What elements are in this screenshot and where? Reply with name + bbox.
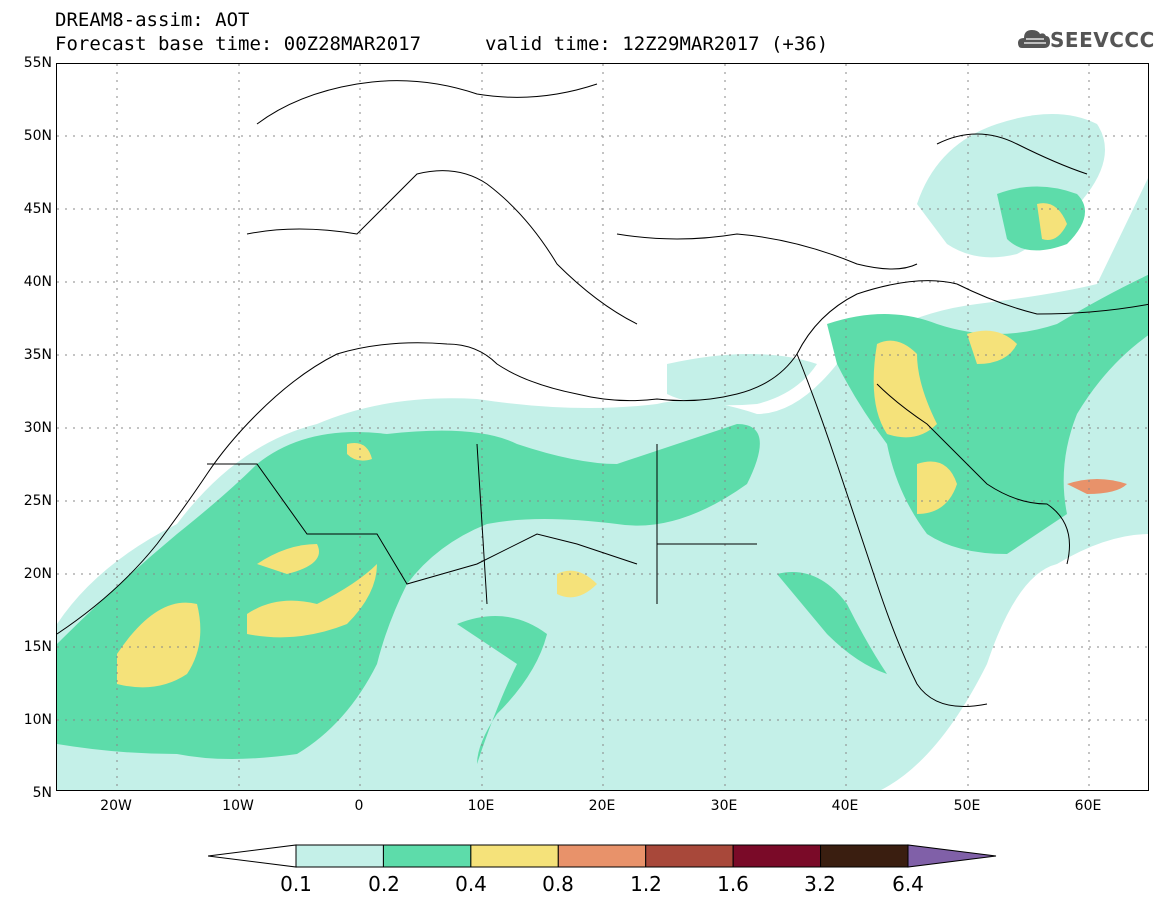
- aot-level-0.2: [57, 186, 1148, 764]
- colorbar-label: 0.2: [368, 872, 400, 896]
- aot-map: [57, 64, 1148, 790]
- aot-level-0.8: [1067, 479, 1127, 494]
- colorbar-label: 3.2: [804, 872, 836, 896]
- lat-label: 55N: [23, 55, 52, 71]
- lat-label: 25N: [23, 493, 52, 509]
- coastlines: [57, 80, 1148, 707]
- lat-label: 20N: [23, 566, 52, 582]
- lat-label: 10N: [23, 712, 52, 728]
- lon-label: 60E: [1074, 798, 1102, 814]
- colorbar-swatch: [732, 844, 822, 868]
- colorbar-swatch: [470, 844, 559, 868]
- colorbar-label: 1.6: [717, 872, 749, 896]
- colorbar-label: 1.2: [630, 872, 662, 896]
- lon-label: 10W: [222, 798, 254, 814]
- colorbar-swatch: [557, 844, 647, 868]
- colorbar-label: 0.1: [280, 872, 312, 896]
- lat-label: 45N: [23, 201, 52, 217]
- lon-label: 30E: [710, 798, 738, 814]
- colorbar-swatch: [382, 844, 472, 868]
- colorbar: [208, 844, 997, 868]
- graticule: [57, 64, 1148, 790]
- valid-time: valid time: 12Z29MAR2017 (+36): [485, 33, 829, 55]
- colorbar-swatch: [820, 844, 909, 868]
- cloud-logo-icon: [1018, 30, 1050, 48]
- colorbar-label: 0.8: [542, 872, 574, 896]
- colorbar-swatch: [645, 844, 734, 868]
- lat-label: 50N: [23, 128, 52, 144]
- colorbar-label: 0.4: [455, 872, 487, 896]
- lon-label: 0: [354, 798, 364, 814]
- title-line-2: Forecast base time: 00Z28MAR2017: [55, 33, 422, 55]
- lon-label: 20W: [100, 798, 132, 814]
- lat-label: 5N: [32, 785, 52, 801]
- lon-label: 10E: [467, 798, 495, 814]
- lat-label: 15N: [23, 639, 52, 655]
- lon-label: 20E: [588, 798, 616, 814]
- title-line-1: DREAM8-assim: AOT: [55, 9, 250, 31]
- colorbar-swatch: [295, 844, 384, 868]
- colorbar-label: 6.4: [892, 872, 924, 896]
- lon-label: 40E: [831, 798, 859, 814]
- map-panel: [56, 63, 1149, 791]
- lat-label: 35N: [23, 347, 52, 363]
- lat-label: 40N: [23, 274, 52, 290]
- colorbar-high-arrow: [907, 844, 997, 868]
- lon-label: 50E: [953, 798, 981, 814]
- lat-label: 30N: [23, 420, 52, 436]
- logo-text: SEEVCCC: [1050, 28, 1155, 52]
- colorbar-low-arrow: [208, 844, 297, 868]
